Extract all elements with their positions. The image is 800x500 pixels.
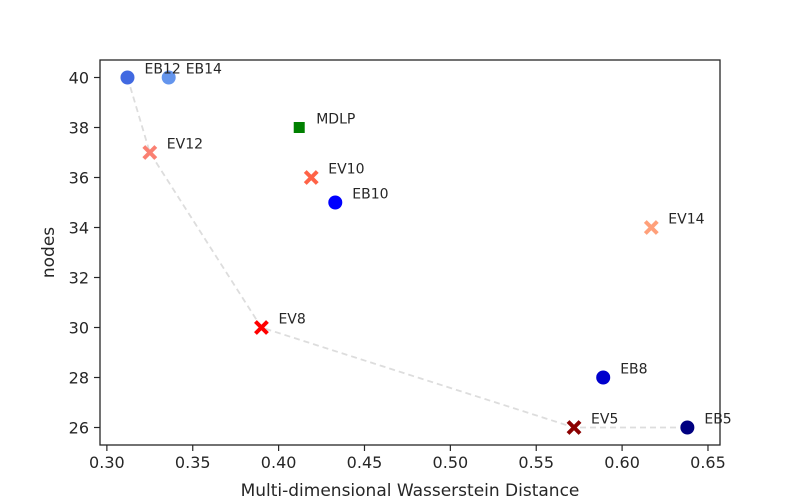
point-mdlp (293, 122, 305, 133)
point-ev14 (643, 220, 659, 235)
x-tick-label: 0.35 (175, 453, 211, 472)
point-eb5 (679, 419, 696, 436)
point-label-eb5: EB5 (704, 412, 731, 428)
point-ev10 (303, 170, 319, 185)
point-eb12 (119, 69, 136, 86)
point-label-ev10: EV10 (328, 162, 364, 178)
x-tick-label: 0.30 (89, 453, 125, 472)
point-label-eb10: EB10 (352, 187, 388, 203)
y-tick-label: 38 (69, 119, 89, 138)
point-label-ev14: EV14 (668, 212, 704, 228)
point-label-eb12: EB12 (144, 62, 180, 78)
y-tick-label: 28 (69, 369, 89, 388)
point-labels-layer: EB12 EB14 MDLP EV12 EV10 EB10 EV14 EV8 EB8 EV5 EB5 (144, 62, 731, 428)
y-tick-label: 40 (69, 69, 89, 88)
point-label-ev5: EV5 (591, 412, 618, 428)
x-axis-ticks: 0.30 0.35 0.40 0.45 0.50 0.55 0.60 0.65 (89, 445, 726, 472)
x-tick-label: 0.45 (347, 453, 383, 472)
point-label-eb14: EB14 (186, 62, 222, 78)
x-tick-label: 0.40 (261, 453, 297, 472)
point-label-eb8: EB8 (620, 362, 647, 378)
points-layer (119, 69, 696, 436)
point-label-ev8: EV8 (278, 312, 305, 328)
x-tick-label: 0.50 (433, 453, 469, 472)
y-axis-title: nodes (39, 227, 59, 278)
x-axis-title: Multi-dimensional Wasserstein Distance (241, 481, 580, 500)
point-eb8 (595, 369, 612, 386)
x-tick-label: 0.60 (604, 453, 640, 472)
point-eb10 (327, 194, 344, 211)
y-tick-label: 34 (69, 219, 89, 238)
y-tick-label: 32 (69, 269, 89, 288)
y-axis-ticks: 26 28 30 32 34 36 38 40 (69, 69, 100, 438)
point-ev8 (254, 320, 269, 335)
point-label-mdlp: MDLP (316, 112, 355, 128)
y-tick-label: 36 (69, 169, 89, 188)
point-ev12 (142, 145, 158, 160)
y-tick-label: 26 (69, 419, 89, 438)
y-tick-label: 30 (69, 319, 89, 338)
point-ev5 (566, 420, 582, 435)
point-eb14 (160, 69, 177, 86)
x-tick-label: 0.55 (518, 453, 554, 472)
point-label-ev12: EV12 (167, 137, 203, 153)
plot-frame (99, 59, 721, 446)
x-tick-label: 0.65 (690, 453, 726, 472)
